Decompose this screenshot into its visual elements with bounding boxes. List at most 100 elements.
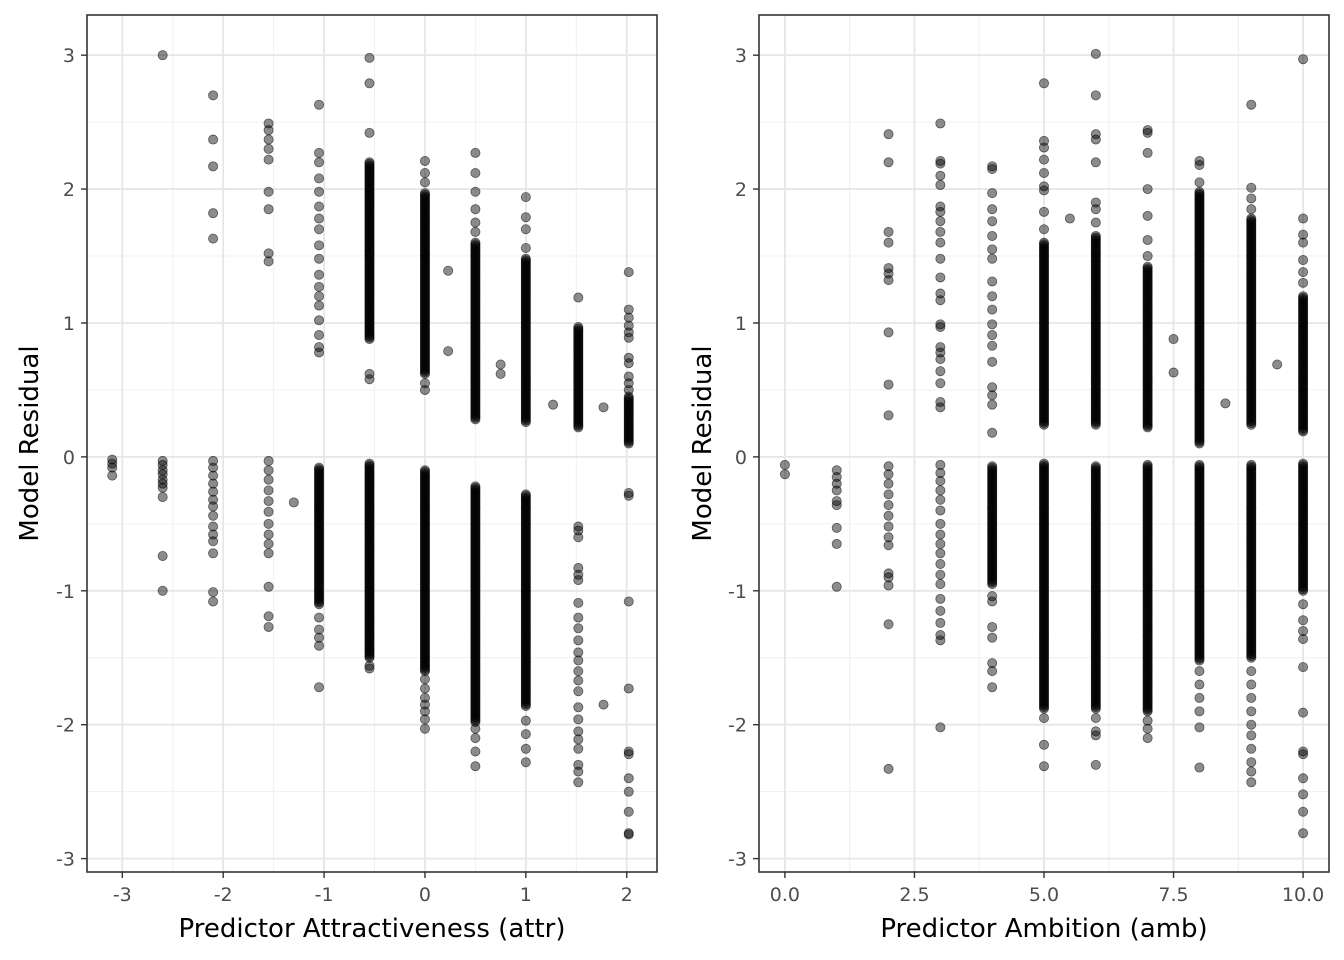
data-point (1246, 692, 1257, 703)
data-point (1246, 204, 1257, 215)
data-point (520, 757, 531, 768)
data-point (987, 163, 998, 174)
data-point (935, 569, 946, 580)
data-point (1194, 459, 1205, 470)
data-point (883, 540, 894, 551)
data-point (314, 157, 325, 168)
data-point (208, 462, 219, 473)
data-point (987, 621, 998, 632)
data-point (1194, 692, 1205, 703)
data-point (831, 485, 842, 496)
left-panel-ticks: -3 -2 -1 0 1 2 -3 -2 -1 0 1 2 3 (56, 45, 633, 906)
data-point (1090, 48, 1101, 59)
data-point (623, 304, 634, 315)
data-point (623, 749, 634, 760)
data-point (935, 617, 946, 628)
data-point (573, 734, 584, 745)
data-point (623, 746, 634, 757)
data-point (883, 410, 894, 421)
data-point (263, 134, 274, 145)
data-point (935, 505, 946, 516)
data-point (1142, 147, 1153, 158)
data-point (1272, 359, 1283, 370)
data-point (935, 378, 946, 389)
data-point (314, 624, 325, 635)
data-point (883, 129, 894, 140)
data-point (987, 682, 998, 693)
data-point (883, 327, 894, 338)
data-point (495, 368, 506, 379)
right-x-tick-label: 2.5 (899, 884, 929, 906)
data-point (623, 596, 634, 607)
data-point (1142, 261, 1153, 272)
data-point (419, 188, 430, 199)
data-point (623, 267, 634, 278)
data-point (883, 478, 894, 489)
data-point (935, 272, 946, 283)
data-point (263, 496, 274, 507)
data-point (1298, 789, 1309, 800)
data-point (1298, 662, 1309, 673)
data-point (1039, 78, 1050, 89)
data-point (935, 155, 946, 166)
data-point (1298, 458, 1309, 469)
data-point (314, 253, 325, 264)
data-point (573, 655, 584, 666)
data-point (935, 288, 946, 299)
left-y-tick-label: -3 (56, 849, 75, 871)
data-point (1039, 739, 1050, 750)
data-point (1090, 759, 1101, 770)
data-point (520, 224, 531, 235)
data-point (935, 347, 946, 358)
data-point (598, 402, 609, 413)
data-point (935, 206, 946, 217)
data-point (935, 396, 946, 407)
data-point (263, 611, 274, 622)
data-point (470, 733, 481, 744)
data-point (935, 467, 946, 478)
data-point (1039, 761, 1050, 772)
data-point (314, 315, 325, 326)
data-point (208, 161, 219, 172)
data-point (987, 382, 998, 393)
data-point (263, 485, 274, 496)
data-point (314, 224, 325, 235)
data-point (779, 459, 790, 470)
data-point (1298, 54, 1309, 65)
data-point (364, 52, 375, 63)
data-point (623, 358, 634, 369)
data-point (1090, 217, 1101, 228)
data-point (1298, 277, 1309, 288)
data-point (987, 591, 998, 602)
data-point (1246, 719, 1257, 730)
data-point (208, 90, 219, 101)
data-point (208, 233, 219, 244)
data-point (1298, 229, 1309, 240)
data-point (263, 204, 274, 215)
data-point (314, 632, 325, 643)
data-point (987, 188, 998, 199)
data-point (1090, 230, 1101, 241)
data-point (157, 492, 168, 503)
data-point (1039, 135, 1050, 146)
data-point (419, 465, 430, 476)
data-point (573, 292, 584, 303)
data-point (263, 118, 274, 129)
data-point (1298, 746, 1309, 757)
data-point (364, 368, 375, 379)
data-point (883, 263, 894, 274)
data-point (1246, 99, 1257, 110)
data-point (1039, 168, 1050, 179)
data-point (623, 320, 634, 331)
data-point (883, 619, 894, 630)
data-point (935, 494, 946, 505)
data-point (1168, 334, 1179, 345)
data-point (263, 465, 274, 476)
data-point (573, 521, 584, 532)
data-point (208, 596, 219, 607)
data-point (314, 213, 325, 224)
right-x-tick-label: 10.0 (1282, 884, 1324, 906)
data-point (1142, 459, 1153, 470)
data-point (935, 158, 946, 169)
data-point (419, 714, 430, 725)
